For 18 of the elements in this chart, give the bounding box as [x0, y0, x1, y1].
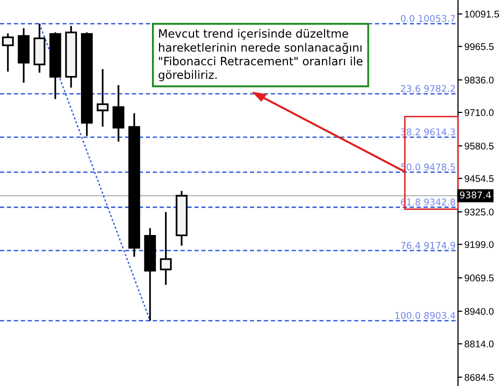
ref-line-label: 100.0 8903.4 [395, 312, 456, 319]
ref-line-label: 9387.4 [460, 191, 491, 198]
y-tick-label: 9199.0 [464, 241, 494, 248]
ref-line-label: 76.4 9174.9 [401, 242, 456, 249]
y-tick-label: 9580.5 [464, 142, 494, 150]
y-tick-label: 8684.5 [464, 374, 494, 381]
y-tick-label: 9965.5 [464, 43, 494, 50]
ref-line-label: 0.0 10053.7 [400, 14, 455, 22]
y-tick-label: 9454.5 [464, 175, 494, 182]
y-tick-label: 10091.5 [464, 10, 499, 18]
y-tick-label: 9325.0 [464, 208, 494, 216]
y-tick-label: 9710.0 [464, 109, 494, 116]
y-tick-label: 9836.0 [464, 76, 494, 84]
ref-line-label: 23.6 9782.2 [400, 85, 455, 92]
y-tick-label: 8814.0 [464, 340, 494, 348]
y-tick-label: 8940.0 [464, 308, 494, 315]
annotation: Mevcut trend içerisinde düzeltme hareketlerinin nerede sonlanacağını "Fibonacci Retracement" oranları ile görebiliriz. [158, 28, 362, 82]
y-tick-label: 9069.5 [464, 274, 494, 282]
